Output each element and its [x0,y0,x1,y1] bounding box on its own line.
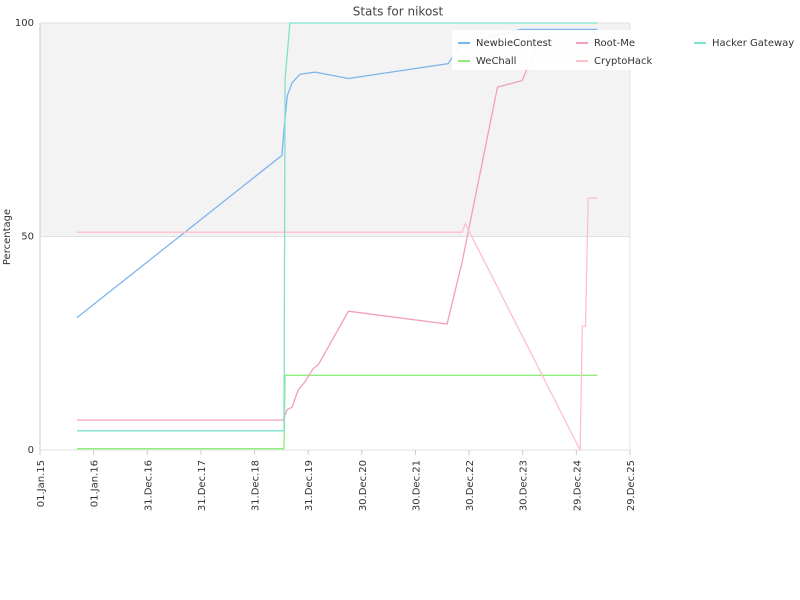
y-axis-label: Percentage [2,209,13,265]
x-tick-label: 31.Dec.18 [251,460,262,511]
legend-label: CryptoHack [594,56,653,67]
x-tick-label: 30.Dec.21 [411,460,422,511]
x-tick-label: 30.Dec.22 [465,460,476,511]
y-tick-label: 50 [21,232,34,243]
x-tick-label: 29.Dec.24 [572,460,583,511]
series-line [77,22,598,432]
x-tick-label: 31.Dec.16 [143,460,154,511]
legend-label: WeChall [476,56,516,67]
series-line [77,197,598,451]
y-tick-label: 0 [28,445,34,456]
x-tick-label: 29.Dec.25 [626,460,637,511]
x-tick-label: 30.Dec.20 [358,460,369,511]
x-tick-label: 01.Jan.16 [90,460,101,507]
legend-label: Root-Me [594,38,635,49]
legend-box [452,30,632,70]
legend-label: NewbieContest [476,38,552,49]
chart-title: Stats for nikost [353,5,444,19]
series-line [77,35,546,421]
legend: NewbieContest WeChall Root-Me CryptoHack Hac… [452,30,794,70]
y-tick-label: 100 [15,18,34,29]
series-line [77,374,598,450]
x-tick-label: 31.Dec.19 [304,460,315,511]
legend-label: Hacker Gateway [712,38,794,49]
x-tick-label: 31.Dec.17 [197,460,208,511]
x-tick-label: 01.Jan.15 [36,460,47,507]
x-tick-label: 30.Dec.23 [519,460,530,511]
